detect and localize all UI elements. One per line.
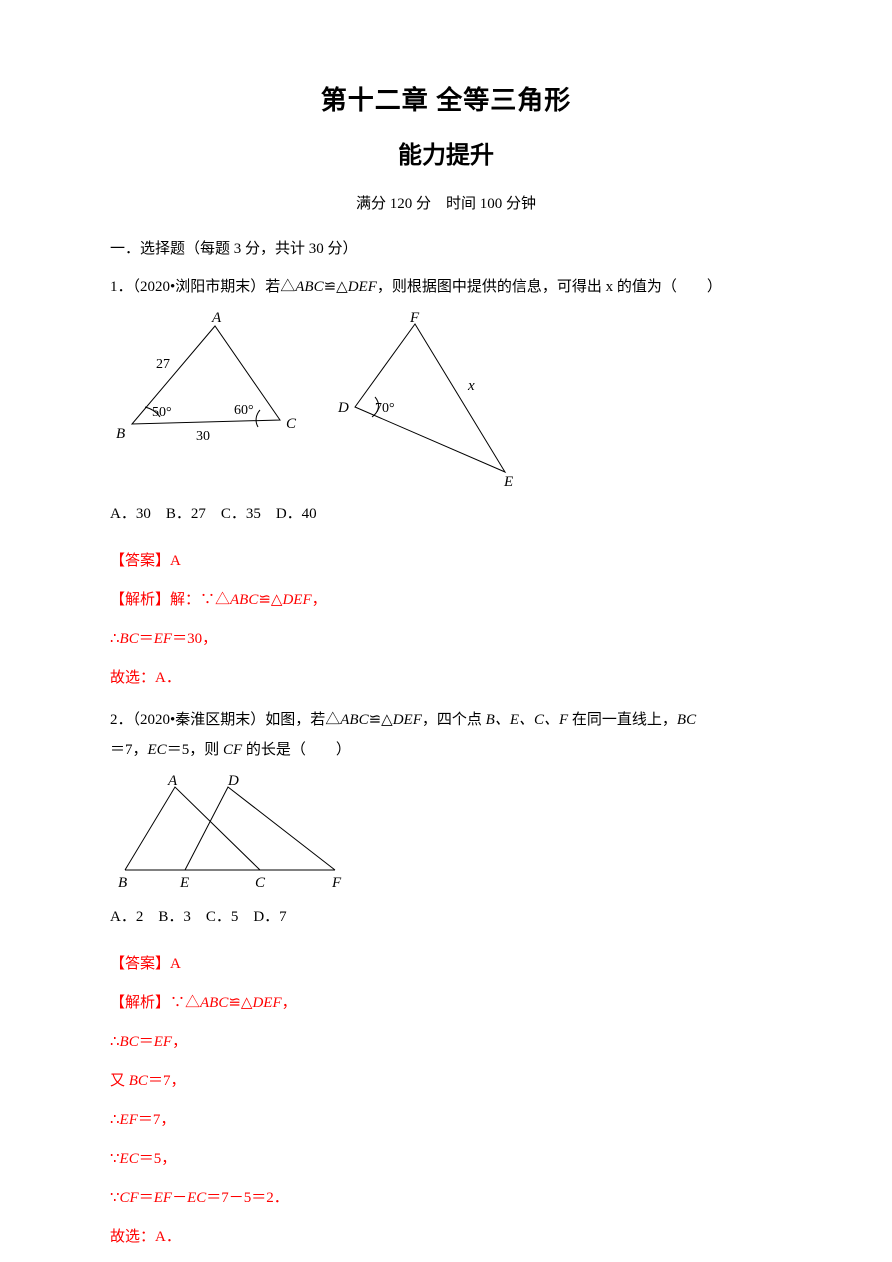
q2-expl-3: 又 BC＝7， [110,1065,782,1098]
t: ＝7， [110,742,148,758]
t: ∴ [110,1112,120,1128]
triangles-line-diagram-icon: A D B E C F [110,775,360,890]
t: 2．（2020•秦淮区期末）如图，若△ [110,712,340,728]
t: BC [129,1073,148,1089]
chapter-title: 第十二章 全等三角形 [110,80,782,117]
question-2-figure: A D B E C F [110,775,782,890]
t: BC [120,1034,139,1050]
q2-expl-5: ∵EC＝5， [110,1143,782,1176]
q1-expl-cong: ≌△ [258,592,282,608]
t: B、E、C、F [486,712,569,728]
section-header: 一．选择题（每题 3 分，共计 30 分） [110,237,782,258]
t: ∵ [110,1151,120,1167]
t: ≌△ [369,712,393,728]
t: ， [172,1034,187,1050]
label-F2: F [331,875,342,890]
q1-expl-tail: ， [312,592,327,608]
q1-tri2: DEF [348,279,377,295]
q2-expl-1: 【解析】∵△ABC≌△DEF， [110,987,782,1020]
q1-prefix: 1．（2020•浏阳市期末）若△ [110,279,295,295]
t: － [172,1190,187,1206]
t: ∴ [110,1034,120,1050]
label-B: B [116,426,125,442]
t: EF [154,1190,172,1206]
t: EC [187,1190,206,1206]
side-30: 30 [196,429,210,444]
t: ≌△ [228,995,252,1011]
q2-expl-7: 故选：A． [110,1221,782,1254]
t: ＝7， [138,1112,176,1128]
t: 在同一直线上， [568,712,677,728]
angle-50: 50° [152,405,172,420]
q1-explain-2: ∴BC＝EF＝30， [110,623,782,656]
t: ＝5， [139,1151,177,1167]
t: 的长是（ ） [242,742,351,758]
label-C: C [286,416,297,432]
side-x: x [467,378,475,394]
q1-tri1: ABC [295,279,323,295]
t: ＝7－5＝2． [206,1190,289,1206]
subtitle: 能力提升 [110,135,782,170]
question-2-options: A．2 B．3 C．5 D．7 [110,902,782,932]
label-A: A [211,312,222,326]
t: EC [148,742,167,758]
label-C2: C [255,875,266,890]
label-D: D [337,400,349,416]
t: ， [282,995,297,1011]
angle-70: 70° [375,401,395,416]
meta-line: 满分 120 分 时间 100 分钟 [110,192,782,213]
t: DEF [252,995,281,1011]
t: ∴ [110,631,120,647]
t: ∵ [110,1190,120,1206]
t: ＝ [139,631,154,647]
q1-tail: ，则根据图中提供的信息，可得出 x 的值为（ ） [377,279,722,295]
t: ，四个点 [422,712,486,728]
triangles-diagram-icon: A B C 27 30 50° 60° D E F x 70° [110,312,540,487]
q1-expl-tri2: DEF [282,592,311,608]
label-D2: D [227,775,239,789]
q1-cong: ≌△ [324,279,348,295]
side-27: 27 [156,357,170,372]
question-1-options: A．30 B．27 C．35 D．40 [110,499,782,529]
q2-expl-6: ∵CF＝EF－EC＝7－5＝2． [110,1182,782,1215]
t: ＝ [139,1190,154,1206]
t: ＝ [139,1034,154,1050]
question-1-figure: A B C 27 30 50° 60° D E F x 70° [110,312,782,487]
t: DEF [393,712,422,728]
label-E: E [503,474,513,487]
question-1-stem: 1．（2020•浏阳市期末）若△ABC≌△DEF，则根据图中提供的信息，可得出 … [110,272,782,302]
label-B2: B [118,875,127,890]
q2-answer: 【答案】A [110,948,782,981]
question-2-stem: 2．（2020•秦淮区期末）如图，若△ABC≌△DEF，四个点 B、E、C、F … [110,705,782,765]
t: EC [120,1151,139,1167]
q2-expl-4: ∴EF＝7， [110,1104,782,1137]
label-E2: E [179,875,189,890]
t: CF [223,742,242,758]
label-F: F [409,312,420,326]
t: ＝30， [172,631,217,647]
t: EF [120,1112,138,1128]
t: ＝7， [148,1073,186,1089]
t: EF [154,631,172,647]
q1-explain-1: 【解析】解：∵△ABC≌△DEF， [110,584,782,617]
t: EF [154,1034,172,1050]
t: ＝5，则 [167,742,223,758]
angle-60: 60° [234,403,254,418]
t: BC [677,712,696,728]
q1-expl-label: 【解析】解：∵△ [110,592,230,608]
q1-explain-3: 故选：A． [110,662,782,695]
q1-answer: 【答案】A [110,545,782,578]
t: 【解析】∵△ [110,995,200,1011]
t: BC [120,631,139,647]
t: CF [120,1190,139,1206]
label-A2: A [167,775,178,789]
t: ABC [340,712,368,728]
t: ABC [200,995,228,1011]
q2-expl-2: ∴BC＝EF， [110,1026,782,1059]
q1-expl-tri1: ABC [230,592,258,608]
t: 又 [110,1073,129,1089]
